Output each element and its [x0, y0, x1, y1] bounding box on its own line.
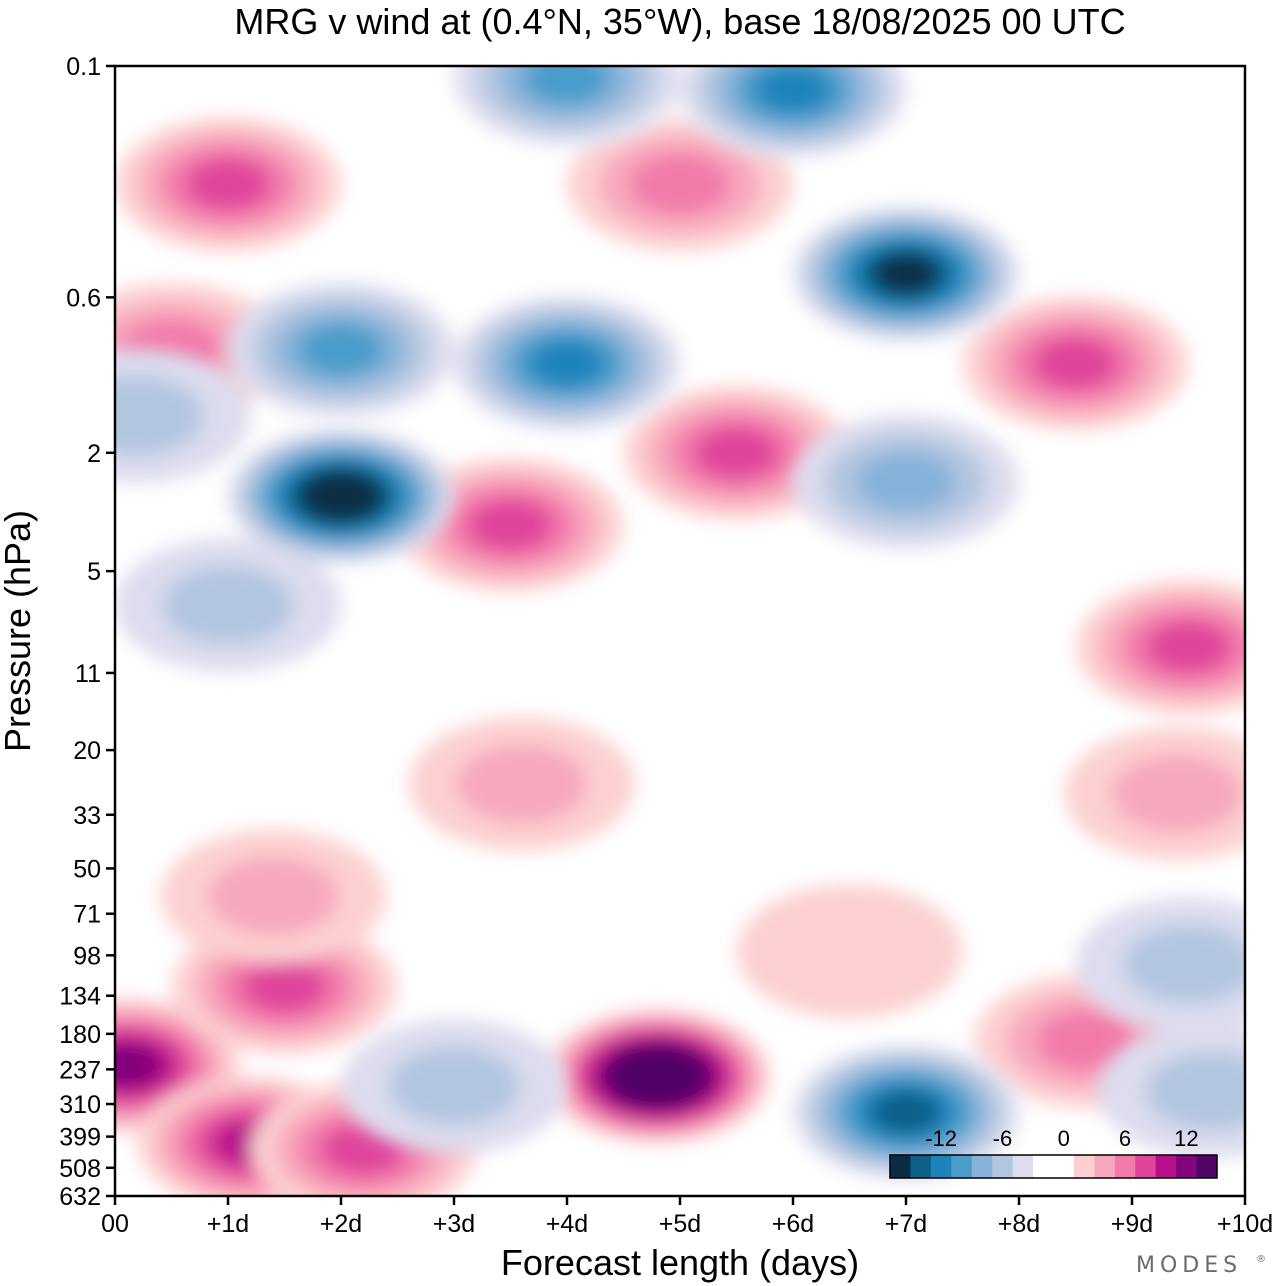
colorbar-swatch: [1094, 1155, 1116, 1178]
negative-contour-band: [388, 1046, 520, 1126]
colorbar-swatch: [1012, 1155, 1034, 1178]
colorbar-swatch: [910, 1155, 932, 1178]
y-tick-label: 632: [59, 1183, 101, 1211]
x-tick-label: +5d: [659, 1210, 701, 1238]
colorbar-swatch: [951, 1155, 973, 1178]
colorbar-legend: -12 -6 0 6 12: [889, 1126, 1218, 1179]
positive-contour-band: [468, 499, 553, 551]
positive-contour-band: [242, 960, 327, 1013]
colorbar-swatch: [1196, 1155, 1218, 1178]
y-tick-label: 0.1: [66, 53, 101, 81]
negative-contour-band: [1123, 924, 1245, 1004]
negative-anomaly-field: [115, 66, 1245, 1180]
y-tick-label: 310: [59, 1091, 101, 1119]
colorbar-swatch: [992, 1155, 1014, 1178]
positive-contour-band: [1033, 337, 1118, 390]
x-tick-label: +10d: [1217, 1210, 1273, 1238]
x-tick-label: +9d: [1111, 1210, 1153, 1238]
modes-logo: MODES: [1136, 1253, 1242, 1278]
x-tick-label: +2d: [320, 1210, 362, 1238]
y-tick-label: 50: [73, 855, 101, 883]
positive-contour-band: [456, 744, 588, 824]
colorbar-tick-label: -12: [925, 1126, 957, 1151]
positive-contour-band: [694, 427, 779, 479]
negative-contour-band: [311, 477, 371, 516]
contour-field: [115, 66, 1245, 1196]
positive-contour-band: [630, 153, 730, 215]
negative-contour-band: [1145, 1051, 1245, 1131]
negative-contour-band: [530, 340, 604, 387]
negative-contour-band: [115, 376, 204, 456]
chart-title: MRG v wind at (0.4°N, 35°W), base 18/08/…: [234, 1, 1125, 42]
positive-contour-band: [115, 1044, 161, 1087]
positive-contour-band: [628, 1058, 686, 1095]
y-tick-label: 180: [59, 1021, 101, 1049]
colorbar-swatch: [1155, 1155, 1177, 1178]
positive-contour-band: [1146, 621, 1231, 673]
y-tick-label: 508: [59, 1155, 101, 1183]
colorbar-swatch: [1114, 1155, 1136, 1178]
colorbar-tick-label: 6: [1119, 1126, 1131, 1151]
x-tick-label: 00: [101, 1210, 129, 1238]
negative-contour-band: [872, 1090, 940, 1134]
negative-contour-band: [525, 66, 609, 105]
x-axis-label: Forecast length (days): [501, 1242, 859, 1283]
y-axis: 0.1 0.6 2 5 11 20 33 50 71 98 134 180 237 310 399 50863…: [59, 53, 115, 1211]
colorbar-swatch: [890, 1155, 911, 1178]
y-tick-label: 399: [59, 1124, 101, 1152]
colorbar-tick-label: 12: [1174, 1126, 1198, 1151]
y-tick-label: 98: [73, 942, 101, 970]
x-tick-label: +1d: [207, 1210, 249, 1238]
y-tick-label: 11: [75, 660, 101, 688]
x-tick-label: +6d: [772, 1210, 814, 1238]
registered-mark: ®: [1256, 1254, 1266, 1265]
negative-contour-band: [162, 565, 294, 645]
positive-contour-band: [736, 884, 963, 1019]
x-tick-label: +8d: [998, 1210, 1040, 1238]
y-tick-label: 237: [59, 1056, 101, 1084]
positive-contour-band: [1111, 754, 1243, 834]
y-tick-label: 5: [87, 558, 101, 586]
colorbar-swatch: [971, 1155, 993, 1178]
colorbar-swatch: [1073, 1155, 1095, 1178]
y-axis-label: Pressure (hPa): [0, 510, 38, 752]
positive-contour-band: [207, 856, 339, 936]
colorbar-swatch: [1033, 1155, 1054, 1178]
negative-contour-band: [874, 253, 938, 294]
y-tick-label: 0.6: [66, 284, 101, 312]
colorbar-tick-label: 0: [1058, 1126, 1070, 1151]
x-tick-label: +7d: [885, 1210, 927, 1238]
x-tick-label: +4d: [546, 1210, 588, 1238]
positive-contour-band: [1037, 1010, 1137, 1072]
negative-contour-band: [756, 66, 830, 113]
colorbar-swatch: [1135, 1155, 1157, 1178]
x-axis: 00 +1d +2d +3d +4d +5d +6d +7d +8d +9d +10d: [101, 1196, 1273, 1238]
colorbar-swatch: [1053, 1155, 1075, 1178]
y-tick-label: 134: [59, 983, 101, 1011]
x-tick-label: +3d: [433, 1210, 475, 1238]
colorbar-swatch: [930, 1155, 952, 1178]
y-tick-label: 71: [73, 901, 101, 929]
negative-contour-band: [856, 451, 956, 512]
y-tick-label: 33: [73, 802, 101, 830]
colorbar-frame: [889, 1154, 1218, 1179]
colorbar-tick-label: -6: [993, 1126, 1013, 1151]
y-tick-label: 20: [73, 737, 101, 765]
colorbar-swatch: [1176, 1155, 1198, 1178]
y-tick-label: 2: [87, 440, 101, 468]
negative-contour-band: [299, 323, 383, 376]
positive-contour-band: [186, 158, 270, 211]
